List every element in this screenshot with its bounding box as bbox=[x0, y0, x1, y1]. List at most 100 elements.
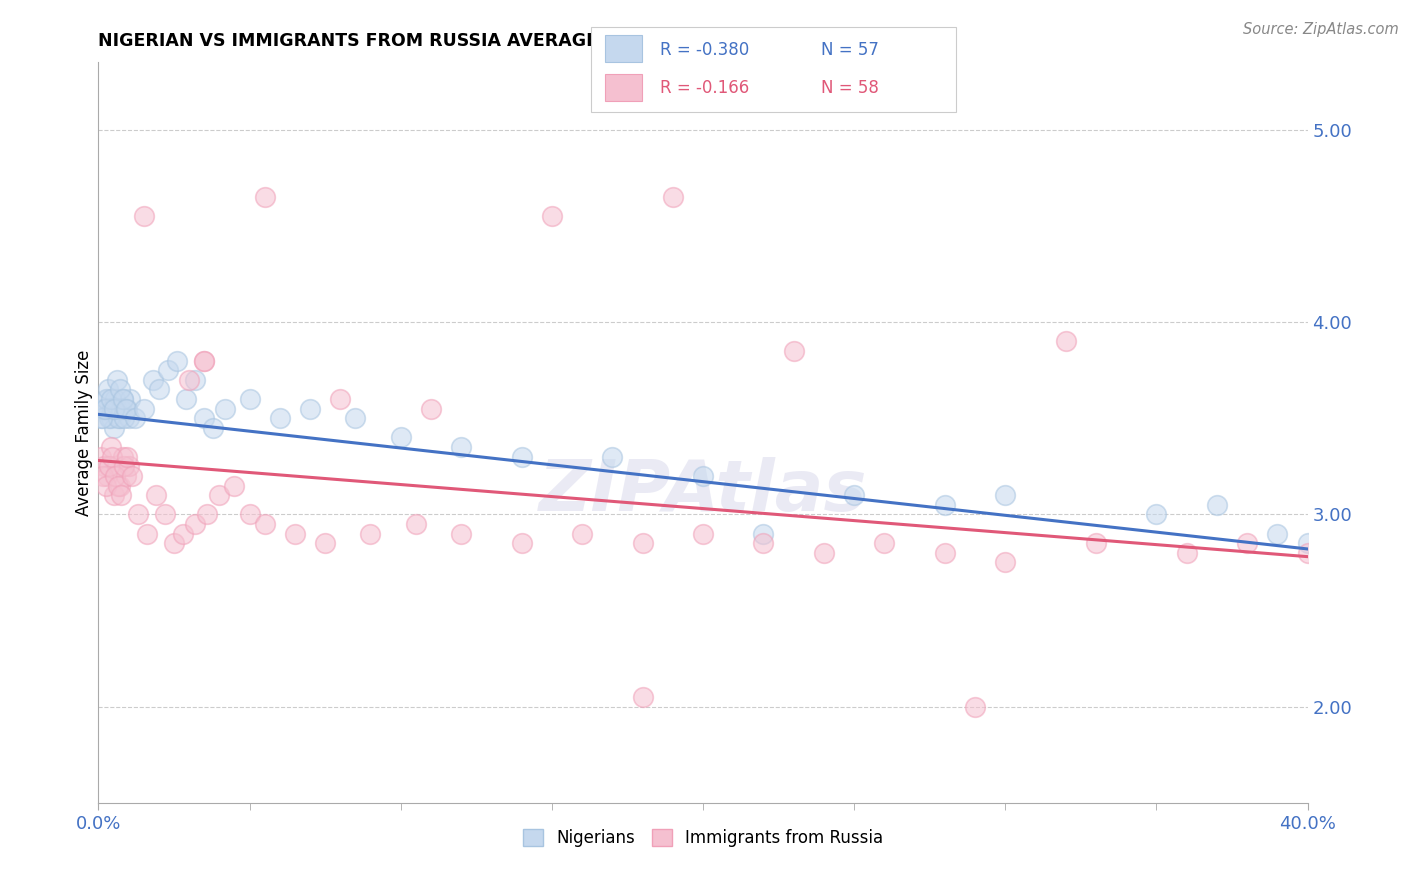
Point bbox=[1175, 546, 1198, 560]
Point bbox=[103, 488, 125, 502]
Point bbox=[224, 478, 246, 492]
Point bbox=[783, 343, 806, 358]
Point bbox=[405, 516, 427, 531]
Point bbox=[107, 478, 129, 492]
Point bbox=[101, 450, 124, 464]
Point bbox=[145, 488, 167, 502]
Point bbox=[120, 392, 142, 406]
Point bbox=[631, 690, 654, 704]
Point bbox=[299, 401, 322, 416]
Text: N = 57: N = 57 bbox=[821, 41, 879, 59]
Point bbox=[148, 382, 170, 396]
Point bbox=[93, 459, 115, 474]
Point bbox=[172, 526, 194, 541]
Point bbox=[571, 526, 593, 541]
Point bbox=[208, 488, 231, 502]
Point bbox=[813, 546, 835, 560]
Point bbox=[115, 450, 138, 464]
Point bbox=[239, 392, 262, 406]
Point bbox=[692, 526, 714, 541]
Point bbox=[166, 353, 188, 368]
Point bbox=[994, 556, 1017, 570]
Point bbox=[103, 401, 125, 416]
Point bbox=[91, 411, 114, 425]
Point bbox=[269, 411, 291, 425]
Point bbox=[90, 450, 112, 464]
Point bbox=[105, 459, 128, 474]
Point bbox=[179, 373, 201, 387]
Point bbox=[934, 498, 956, 512]
Point bbox=[202, 421, 225, 435]
Text: R = -0.166: R = -0.166 bbox=[659, 78, 749, 96]
Point bbox=[96, 392, 118, 406]
Point bbox=[111, 450, 134, 464]
Text: R = -0.380: R = -0.380 bbox=[659, 41, 749, 59]
Point bbox=[118, 459, 141, 474]
Point bbox=[112, 459, 135, 474]
Point bbox=[132, 401, 155, 416]
Point bbox=[661, 190, 683, 204]
FancyBboxPatch shape bbox=[591, 27, 956, 112]
Point bbox=[114, 401, 136, 416]
Point bbox=[934, 546, 956, 560]
FancyBboxPatch shape bbox=[605, 74, 641, 102]
Point bbox=[752, 526, 775, 541]
Point bbox=[195, 508, 218, 522]
Point bbox=[540, 209, 562, 223]
Point bbox=[110, 488, 132, 502]
Point bbox=[108, 382, 131, 396]
Point bbox=[184, 373, 207, 387]
Point bbox=[156, 363, 179, 377]
Point bbox=[115, 401, 138, 416]
Point bbox=[103, 421, 125, 435]
Point bbox=[1085, 536, 1108, 550]
Point bbox=[135, 526, 157, 541]
Point bbox=[96, 469, 118, 483]
Point bbox=[844, 488, 866, 502]
Point bbox=[115, 401, 138, 416]
Point bbox=[284, 526, 307, 541]
Point bbox=[93, 401, 115, 416]
Point bbox=[1054, 334, 1077, 349]
Point bbox=[90, 411, 112, 425]
Point bbox=[184, 516, 207, 531]
Point bbox=[104, 392, 127, 406]
Point bbox=[105, 401, 128, 416]
Point bbox=[98, 411, 121, 425]
Point bbox=[91, 469, 114, 483]
Point bbox=[1267, 526, 1289, 541]
Point bbox=[121, 469, 143, 483]
Point bbox=[239, 508, 262, 522]
Point bbox=[1296, 546, 1319, 560]
Point bbox=[253, 190, 276, 204]
Point bbox=[193, 411, 215, 425]
Point bbox=[450, 526, 472, 541]
Point bbox=[174, 392, 197, 406]
Point bbox=[105, 373, 128, 387]
Point bbox=[1146, 508, 1168, 522]
Point bbox=[101, 401, 124, 416]
Point bbox=[118, 411, 141, 425]
Point bbox=[752, 536, 775, 550]
Point bbox=[1236, 536, 1258, 550]
Point bbox=[110, 401, 132, 416]
Point bbox=[193, 353, 215, 368]
Point bbox=[94, 392, 117, 406]
Point bbox=[100, 411, 122, 425]
Point bbox=[510, 536, 533, 550]
Point bbox=[127, 508, 149, 522]
Point bbox=[692, 469, 714, 483]
Point bbox=[214, 401, 236, 416]
Point bbox=[132, 209, 155, 223]
Point bbox=[100, 392, 122, 406]
Point bbox=[631, 536, 654, 550]
Point bbox=[360, 526, 382, 541]
Point bbox=[994, 488, 1017, 502]
Point bbox=[112, 411, 135, 425]
Point bbox=[153, 508, 176, 522]
Point bbox=[100, 440, 122, 454]
Point bbox=[253, 516, 276, 531]
Y-axis label: Average Family Size: Average Family Size bbox=[75, 350, 93, 516]
Point bbox=[94, 401, 117, 416]
Point bbox=[420, 401, 443, 416]
